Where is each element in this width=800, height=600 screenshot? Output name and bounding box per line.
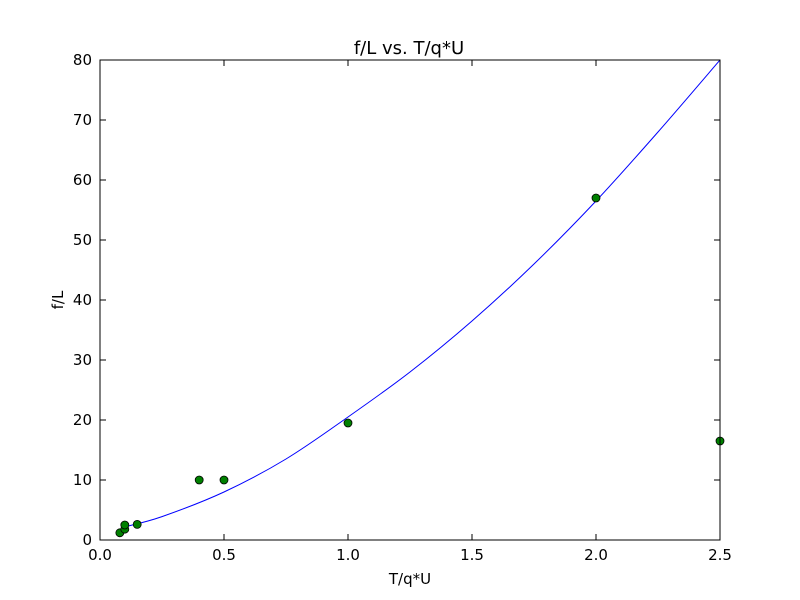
x-tick-label: 2.5 [708, 546, 732, 564]
y-tick-label: 50 [73, 231, 92, 249]
data-point [219, 475, 229, 485]
y-tick-label: 80 [73, 51, 92, 69]
data-point [132, 520, 142, 529]
x-tick-label: 0.5 [212, 546, 236, 564]
y-tick-label: 0 [82, 531, 92, 549]
x-tick-label: 1.5 [460, 546, 484, 564]
y-axis-label: f/L [49, 290, 67, 309]
y-tick-label: 10 [73, 471, 92, 489]
y-tick-label: 20 [73, 411, 92, 429]
data-point [343, 418, 353, 428]
y-tick-label: 70 [73, 111, 92, 129]
data-point [120, 520, 130, 530]
x-tick-label: 0.0 [88, 546, 112, 564]
x-axis-label: T/q*U [388, 570, 431, 588]
data-point [591, 193, 601, 203]
x-tick-label: 2.0 [584, 546, 608, 564]
fit-curve-line [124, 60, 720, 528]
y-tick-label: 60 [73, 171, 92, 189]
y-tick-label: 30 [73, 351, 92, 369]
x-tick-label: 1.0 [336, 546, 360, 564]
y-tick-label: 40 [73, 291, 92, 309]
data-point [194, 475, 204, 485]
chart-title: f/L vs. T/q*U [354, 38, 464, 59]
